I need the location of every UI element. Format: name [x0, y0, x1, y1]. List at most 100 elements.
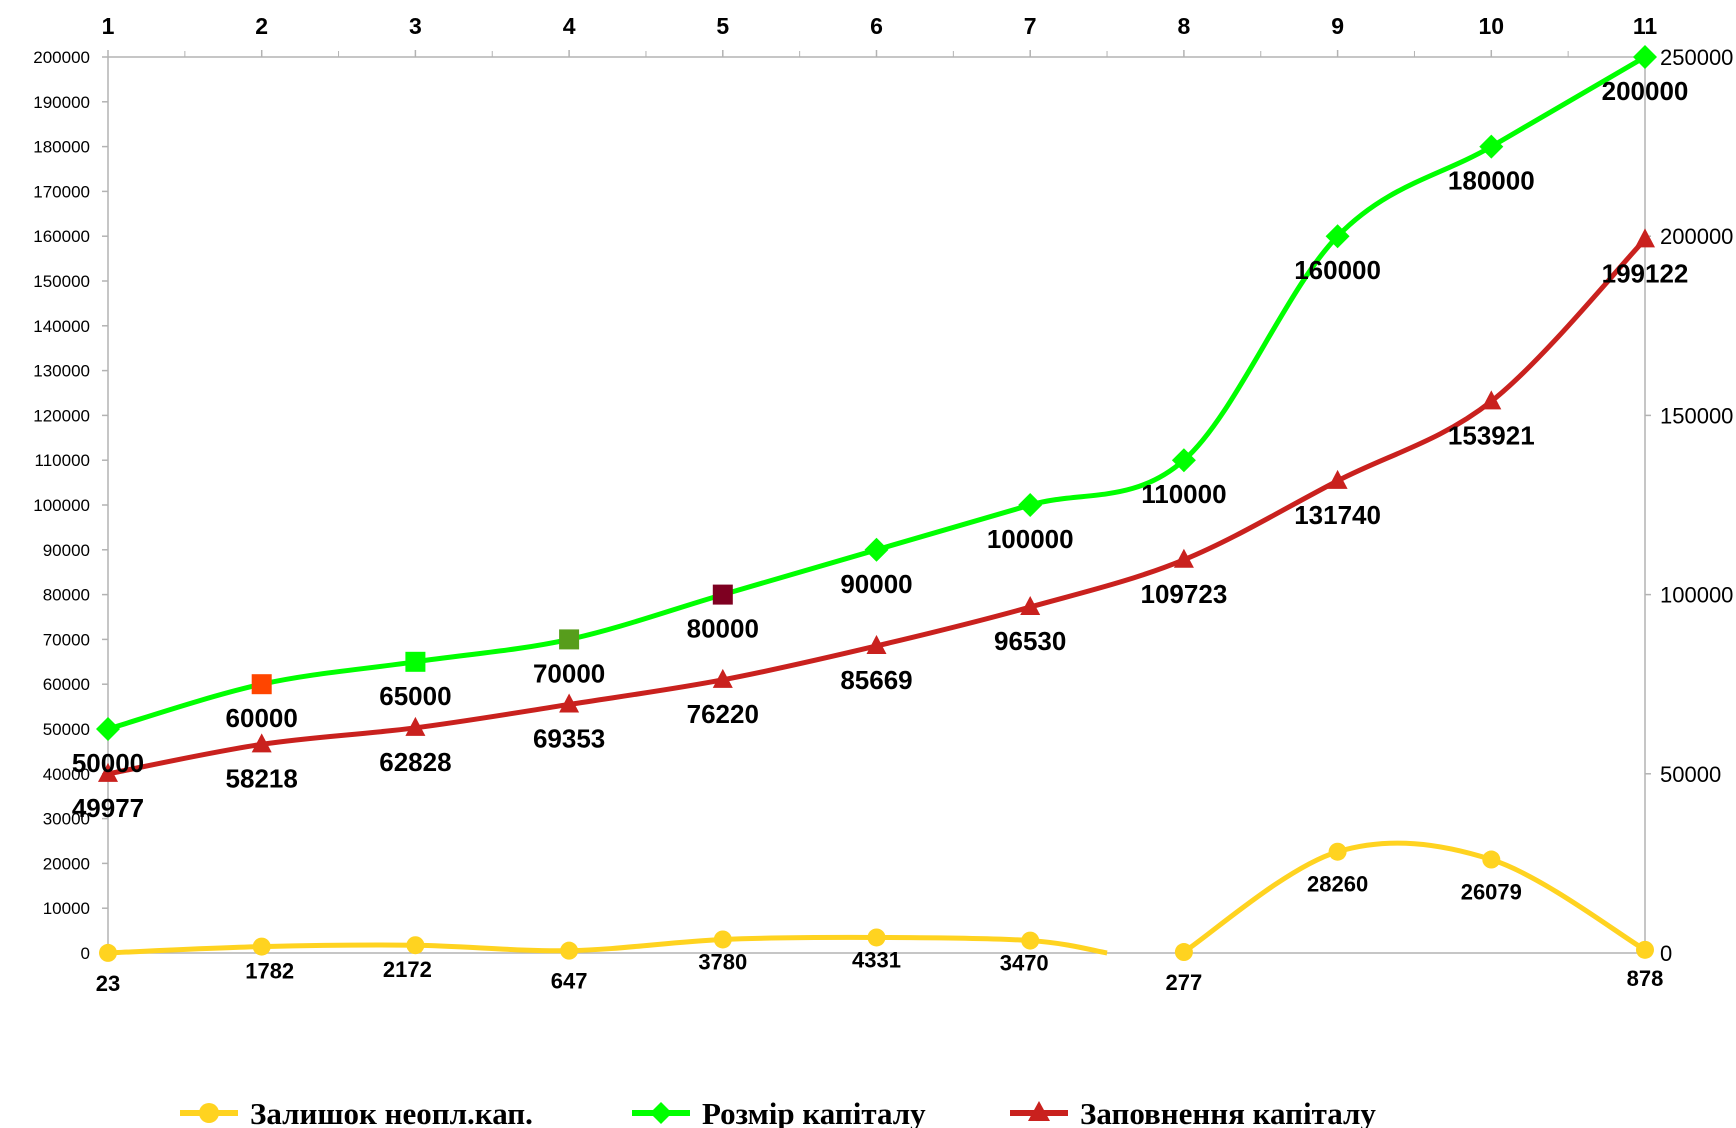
point-marker-capital-size [1171, 448, 1196, 473]
data-label-capital-fill: 109723 [1141, 579, 1228, 609]
point-marker-capital-size-square [559, 629, 580, 650]
x-top-tick-label: 11 [1633, 13, 1658, 39]
series-line-unpaid-segment-2 [1182, 840, 1647, 955]
x-top-tick-label: 8 [1178, 13, 1191, 39]
y-left-tick-label: 150000 [33, 272, 90, 291]
data-label-unpaid: 277 [1166, 970, 1203, 995]
data-label-capital-size: 70000 [533, 658, 605, 688]
legend-marker-diamond [650, 1102, 672, 1124]
x-top-tick-label: 2 [255, 13, 268, 39]
y-left-tick-label: 40000 [43, 765, 90, 784]
point-marker-capital-fill [405, 716, 426, 736]
y-left-tick-label: 80000 [43, 586, 90, 605]
x-top-tick-label: 10 [1479, 13, 1505, 39]
point-marker-capital-size [1018, 493, 1043, 517]
point-marker-capital-fill [1020, 596, 1041, 616]
x-top-tick-label: 1 [102, 13, 115, 39]
legend: Залишок неопл.кап. Розмір капіталу Заповне… [180, 1096, 1376, 1128]
data-label-capital-fill: 96530 [994, 626, 1066, 656]
y-right-tick-label: 150000 [1660, 403, 1733, 428]
legend-label: Заповнення капіталу [1080, 1096, 1376, 1128]
data-label-unpaid: 3780 [698, 949, 747, 974]
point-marker-unpaid [867, 928, 886, 947]
y-left-tick-label: 100000 [33, 496, 90, 515]
point-marker-unpaid [252, 937, 271, 956]
y-left-tick-label: 70000 [43, 630, 90, 649]
series-line-unpaid-segment-1 [107, 934, 1108, 956]
y-left-tick-label: 190000 [33, 93, 90, 112]
legend-marker-circle [199, 1103, 219, 1123]
point-marker-capital-size-square [251, 674, 272, 695]
y-left-tick-label: 120000 [33, 406, 90, 425]
series-capital-fill [98, 228, 1655, 782]
data-label-capital-size: 180000 [1448, 166, 1535, 196]
data-label-capital-fill: 85669 [840, 665, 912, 695]
data-label-capital-fill: 69353 [533, 723, 605, 753]
x-top-tick-label: 3 [409, 13, 422, 39]
data-label-capital-size: 160000 [1294, 255, 1381, 285]
axes: 0100002000030000400005000060000700008000… [33, 13, 1733, 966]
data-label-capital-size: 100000 [987, 524, 1074, 554]
y-left-tick-label: 140000 [33, 317, 90, 336]
data-label-capital-fill: 153921 [1448, 420, 1535, 450]
data-label-unpaid: 3470 [1000, 951, 1049, 976]
legend-item: Залишок неопл.кап. [180, 1096, 533, 1128]
legend-label: Залишок неопл.кап. [250, 1096, 533, 1128]
data-label-capital-size: 90000 [840, 569, 912, 599]
point-marker-capital-size [96, 717, 120, 741]
point-marker-capital-fill [1327, 469, 1348, 489]
point-marker-capital-size [1479, 134, 1504, 159]
point-marker-capital-size [1633, 45, 1657, 69]
x-top-tick-label: 4 [563, 13, 576, 39]
y-left-tick-label: 20000 [43, 854, 90, 873]
series-capital-size [96, 45, 1657, 741]
point-marker-capital-fill [251, 733, 272, 753]
y-left-tick-label: 170000 [33, 182, 90, 201]
data-label-capital-size: 50000 [72, 748, 144, 778]
y-right-tick-label: 50000 [1660, 762, 1721, 787]
data-label-unpaid: 2172 [383, 957, 432, 982]
point-marker-unpaid [560, 941, 579, 960]
x-top-tick-label: 6 [870, 13, 883, 39]
data-label-capital-fill: 76220 [687, 699, 759, 729]
point-marker-unpaid [99, 943, 117, 962]
point-marker-capital-fill [1635, 228, 1655, 248]
x-top-tick-label: 5 [716, 13, 729, 39]
data-label-capital-size: 110000 [1141, 479, 1226, 509]
series-unpaid-capital [99, 840, 1654, 962]
y-right-tick-label: 250000 [1660, 45, 1733, 70]
legend-item: Розмір капіталу [632, 1096, 926, 1128]
y-left-tick-label: 130000 [33, 362, 90, 381]
y-right-tick-label: 0 [1660, 941, 1672, 966]
legend-label: Розмір капіталу [702, 1096, 926, 1128]
x-top-tick-label: 7 [1024, 13, 1037, 39]
point-marker-unpaid [1636, 940, 1654, 959]
data-label-capital-size: 200000 [1602, 76, 1689, 106]
data-label-capital-fill: 199122 [1602, 258, 1689, 288]
data-labels: 23 1782 2172 647 3780 4331 3470 277 28260 26079 87… [72, 76, 1689, 996]
data-label-unpaid: 23 [96, 971, 120, 996]
y-left-tick-label: 180000 [33, 138, 90, 157]
legend-item: Заповнення капіталу [1010, 1096, 1376, 1128]
y-left-tick-label: 50000 [43, 720, 90, 739]
point-marker-capital-size [864, 537, 889, 562]
y-left-tick-label: 110000 [35, 451, 90, 470]
point-marker-unpaid [1174, 943, 1193, 962]
legend-marker-triangle [1028, 1101, 1050, 1121]
data-label-capital-fill: 131740 [1294, 500, 1381, 530]
y-left-tick-label: 90000 [43, 541, 90, 560]
data-label-unpaid: 28260 [1307, 872, 1368, 897]
y-right-tick-label: 100000 [1660, 583, 1733, 608]
data-label-capital-size: 65000 [379, 681, 451, 711]
data-label-capital-fill: 62828 [379, 747, 451, 777]
y-left-tick-label: 60000 [43, 675, 90, 694]
x-top-tick-label: 9 [1331, 13, 1344, 39]
point-marker-capital-fill [1481, 390, 1502, 410]
data-label-unpaid: 4331 [852, 947, 901, 972]
data-label-unpaid: 26079 [1461, 880, 1522, 905]
data-label-capital-size: 60000 [226, 703, 298, 733]
point-marker-unpaid [1021, 931, 1040, 950]
point-marker-capital-fill [559, 693, 580, 713]
point-marker-unpaid [713, 930, 732, 949]
y-left-tick-label: 200000 [33, 48, 90, 67]
